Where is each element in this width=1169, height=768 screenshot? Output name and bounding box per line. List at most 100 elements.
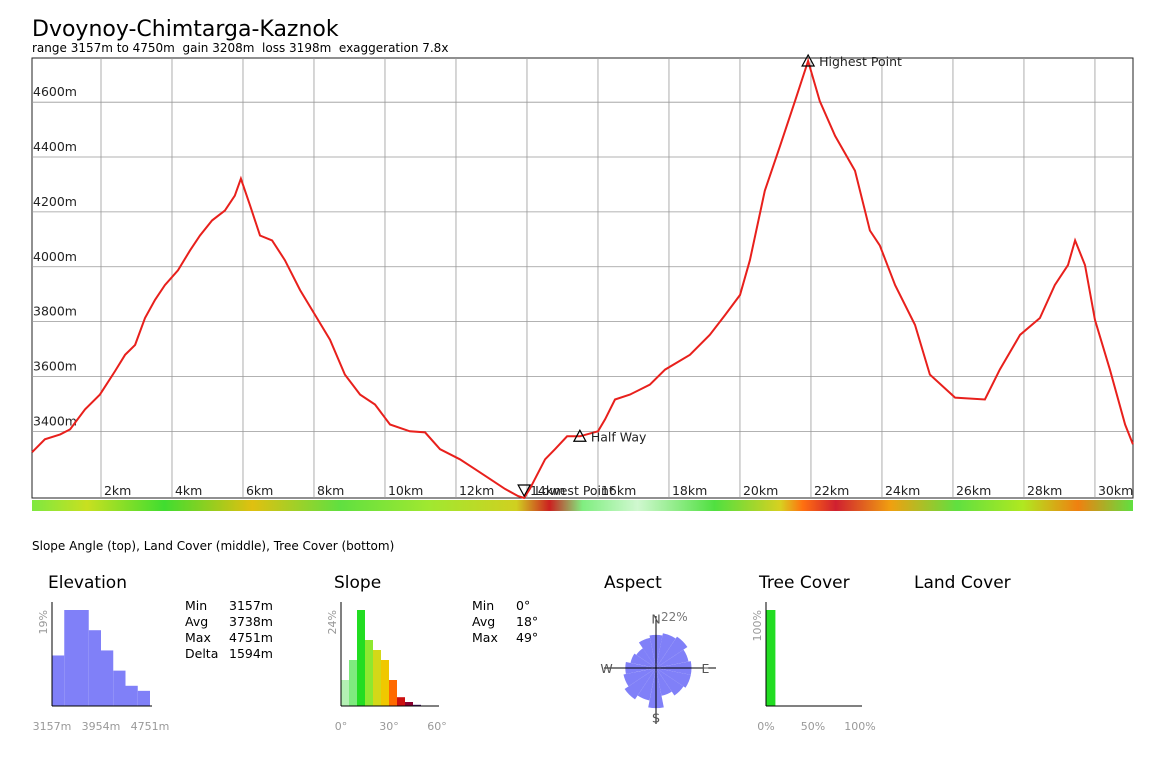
aspect-sector xyxy=(637,668,656,701)
stat-value: 18° xyxy=(516,614,538,629)
histogram-bar xyxy=(76,610,89,706)
stat-value: 3738m xyxy=(229,614,273,629)
x-tick-label: 16km xyxy=(601,483,636,498)
aspect-sector xyxy=(636,648,656,668)
y-tick-label: 3800m xyxy=(33,304,77,319)
plot-frame xyxy=(31,57,1134,499)
subtitle: range 3157m to 4750m gain 3208m loss 319… xyxy=(32,41,448,55)
stat-label: Min xyxy=(472,598,494,613)
stat-label: Max xyxy=(472,630,498,645)
histogram-bar xyxy=(405,702,413,706)
aspect-sector xyxy=(624,668,656,700)
aspect-sector xyxy=(656,668,672,696)
panel-title: Tree Cover xyxy=(758,573,850,593)
x-tick-label: 30km xyxy=(1098,483,1133,498)
caption: Slope Angle (top), Land Cover (middle), … xyxy=(32,539,394,553)
stat-label: Min xyxy=(185,598,207,613)
stat-value: 3157m xyxy=(229,598,273,613)
histogram-bar xyxy=(64,610,77,706)
x-tick-label: 10km xyxy=(388,483,423,498)
aspect-sector xyxy=(630,653,656,668)
y-tick-label: 4000m xyxy=(33,249,77,264)
x-tick-label: 22km xyxy=(814,483,849,498)
x-tick-label: 26km xyxy=(956,483,991,498)
x-tick-label: 3954m xyxy=(82,720,121,733)
histogram-bar xyxy=(341,680,349,706)
histogram-bar xyxy=(113,670,126,706)
panel-title: Land Cover xyxy=(914,573,1011,593)
x-tick-label: 4km xyxy=(175,483,202,498)
stat-value: 4751m xyxy=(229,630,273,645)
x-tick-label: 0° xyxy=(335,720,348,733)
x-tick-label: 12km xyxy=(459,483,494,498)
histogram-bar xyxy=(389,680,397,706)
histogram-bar xyxy=(397,697,405,706)
histogram-bar xyxy=(413,704,421,706)
aspect-sector xyxy=(623,668,656,687)
y-tick-label: 4600m xyxy=(33,84,77,99)
direction-label: E xyxy=(701,661,709,676)
annotation-label: Lowest Point xyxy=(535,483,614,498)
histogram-bar xyxy=(349,660,357,706)
x-tick-label: 30° xyxy=(379,720,399,733)
stat-label: Max xyxy=(185,630,211,645)
direction-label: N xyxy=(651,612,660,627)
histogram-bar xyxy=(381,660,389,706)
aspect-sector xyxy=(656,636,688,668)
aspect-sector xyxy=(656,649,689,668)
y-tick-label: 3400m xyxy=(33,413,77,428)
y-tick-label: 4400m xyxy=(33,139,77,154)
histogram-bar xyxy=(52,655,65,706)
annotation-marker xyxy=(517,484,532,498)
x-tick-label: 28km xyxy=(1027,483,1062,498)
x-tick-label: 100% xyxy=(844,720,875,733)
y-tick-label: 24% xyxy=(326,610,339,634)
annotation-label: Half Way xyxy=(591,429,647,444)
histogram-bar xyxy=(125,685,138,706)
x-tick-label: 20km xyxy=(743,483,778,498)
histogram-bar xyxy=(373,650,381,706)
aspect-sector xyxy=(656,668,691,688)
x-tick-label: 3157m xyxy=(33,720,72,733)
panel-title: Slope xyxy=(334,573,381,593)
histogram-bar xyxy=(365,640,373,706)
x-tick-label: 4751m xyxy=(131,720,170,733)
x-tick-label: 18km xyxy=(672,483,707,498)
aspect-sector xyxy=(656,668,684,696)
y-tick-label: 100% xyxy=(751,610,764,641)
stat-label: Delta xyxy=(185,646,218,661)
title: Dvoynoy-Chimtarga-Kaznok xyxy=(32,17,339,42)
elevation-line xyxy=(31,57,1134,500)
histogram-bar xyxy=(137,690,150,706)
stat-value: 1594m xyxy=(229,646,273,661)
stat-value: 49° xyxy=(516,630,538,645)
x-tick-label: 24km xyxy=(885,483,920,498)
slope-strip xyxy=(32,500,1133,511)
x-tick-label: 8km xyxy=(317,483,344,498)
stat-value: 0° xyxy=(516,598,530,613)
histogram-bar xyxy=(357,610,365,706)
histogram-bar xyxy=(766,610,776,706)
histogram-bar xyxy=(88,630,101,706)
histogram-bar xyxy=(101,650,114,706)
annotation-marker xyxy=(801,53,816,67)
aspect-sector xyxy=(656,633,676,668)
direction-label: W xyxy=(600,661,612,676)
direction-label: S xyxy=(652,710,660,725)
panel-title: Aspect xyxy=(604,573,662,593)
x-tick-label: 2km xyxy=(104,483,131,498)
x-tick-label: 50% xyxy=(801,720,825,733)
x-tick-label: 14km xyxy=(530,483,565,498)
x-tick-label: 6km xyxy=(246,483,273,498)
y-tick-label: 19% xyxy=(37,610,50,634)
aspect-sector xyxy=(638,637,656,668)
y-tick-label: 4200m xyxy=(33,194,77,209)
annotation-label: Highest Point xyxy=(819,54,902,69)
y-tick-label: 3600m xyxy=(33,358,77,373)
stat-label: Avg xyxy=(185,614,208,629)
panel-title: Elevation xyxy=(48,573,127,593)
x-tick-label: 0% xyxy=(757,720,774,733)
annotation-marker xyxy=(572,429,587,442)
x-tick-label: 60° xyxy=(427,720,447,733)
stat-label: Avg xyxy=(472,614,495,629)
